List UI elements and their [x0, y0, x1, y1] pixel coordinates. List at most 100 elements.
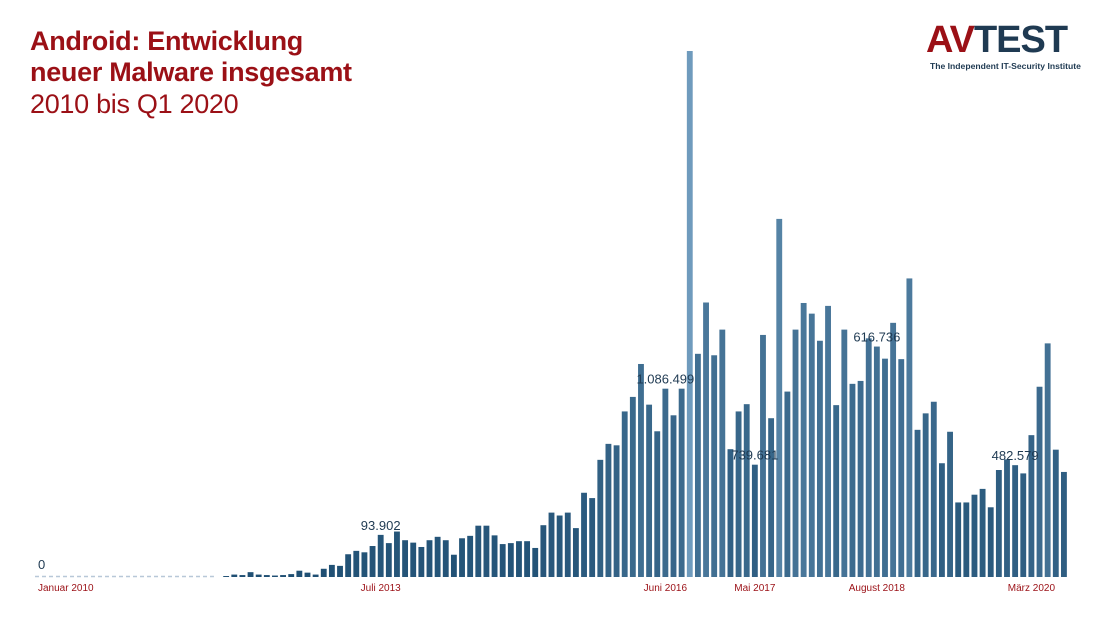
bar	[743, 404, 750, 577]
bar	[385, 543, 392, 577]
bar	[760, 334, 766, 577]
data-labels-group: 0 93.902 1.086.499 739.681 616.736 482.579	[38, 330, 1039, 572]
bar	[703, 302, 709, 577]
bar	[816, 340, 823, 577]
bar	[694, 353, 701, 577]
bar	[711, 355, 718, 577]
bar	[792, 329, 799, 577]
bar	[337, 565, 343, 577]
av-test-logo: AVTEST The Independent IT-Security Insti…	[926, 20, 1086, 76]
bar	[442, 540, 449, 577]
bar	[507, 543, 514, 577]
bar	[548, 512, 555, 577]
bar	[1052, 449, 1059, 577]
bar	[280, 575, 287, 577]
title-line-2: neuer Malware insgesamt	[30, 57, 352, 87]
bar	[223, 576, 230, 577]
bar	[776, 218, 783, 578]
bar	[947, 431, 953, 577]
bar	[304, 572, 311, 577]
bar	[1036, 386, 1043, 577]
bar	[361, 552, 368, 577]
bar	[564, 512, 571, 577]
bar	[930, 401, 937, 577]
data-label: 616.736	[853, 330, 900, 345]
x-tick-labels-group: Januar 2010 Juli 2013 Juni 2016 Mai 2017 Aug…	[38, 583, 1055, 594]
bar	[890, 322, 897, 577]
bar	[231, 574, 238, 577]
bar	[418, 546, 425, 577]
bar	[638, 363, 644, 577]
logo-av: AV	[926, 19, 975, 61]
bar	[873, 346, 880, 577]
bar	[475, 525, 482, 577]
bar	[808, 313, 815, 577]
bar	[995, 470, 1002, 577]
bar	[402, 540, 409, 577]
bar	[686, 51, 693, 577]
bar	[353, 550, 360, 577]
title-subtitle: 2010 bis Q1 2020	[30, 89, 239, 119]
bar	[800, 302, 807, 577]
bar	[410, 542, 417, 577]
bar	[922, 413, 929, 577]
bar	[727, 449, 734, 577]
bar	[328, 564, 335, 577]
bar	[483, 525, 490, 577]
bar	[605, 443, 612, 577]
bar	[524, 541, 531, 577]
bar	[450, 554, 457, 577]
title-line-1: Android: Entwicklung	[30, 26, 303, 56]
bar	[467, 535, 474, 577]
bar	[255, 574, 262, 577]
bar	[963, 502, 970, 577]
bar	[971, 494, 978, 577]
bar	[459, 538, 465, 577]
bar	[662, 388, 669, 577]
bar	[678, 388, 685, 577]
bar	[865, 338, 872, 577]
bar	[849, 383, 856, 577]
bar	[898, 359, 905, 577]
data-label: 0	[38, 557, 45, 572]
bar	[768, 418, 775, 577]
chart-title: Android: Entwicklung neuer Malware insge…	[30, 26, 352, 120]
bar	[1061, 471, 1067, 577]
x-tick-label: Mai 2017	[734, 583, 776, 594]
bar	[987, 507, 994, 577]
bar	[979, 488, 986, 577]
bar	[239, 575, 246, 577]
bar	[516, 541, 522, 577]
bar	[719, 329, 726, 577]
x-tick-label: Januar 2010	[38, 583, 94, 594]
bar	[1020, 473, 1027, 577]
bar	[938, 463, 945, 577]
data-label: 1.086.499	[636, 372, 694, 387]
bar	[882, 358, 888, 577]
bar	[320, 568, 327, 577]
bar	[857, 380, 864, 577]
bar	[670, 415, 677, 577]
x-tick-label: Juni 2016	[644, 583, 688, 594]
bar	[434, 536, 441, 577]
x-tick-label: August 2018	[849, 583, 906, 594]
bar	[556, 515, 563, 577]
bar	[499, 544, 506, 577]
data-label: 93.902	[361, 518, 401, 533]
bar	[621, 411, 628, 577]
bar	[1028, 435, 1035, 577]
bar	[426, 540, 433, 577]
bar	[312, 574, 319, 577]
bar	[914, 429, 921, 577]
bar	[735, 411, 742, 577]
x-tick-label: März 2020	[1008, 583, 1056, 594]
bar	[1012, 465, 1019, 577]
bar	[345, 554, 352, 577]
bar	[491, 535, 498, 577]
bar	[646, 404, 653, 577]
bar	[955, 502, 962, 577]
bar	[654, 431, 661, 577]
bar	[906, 278, 913, 577]
bars-group	[223, 51, 1067, 578]
